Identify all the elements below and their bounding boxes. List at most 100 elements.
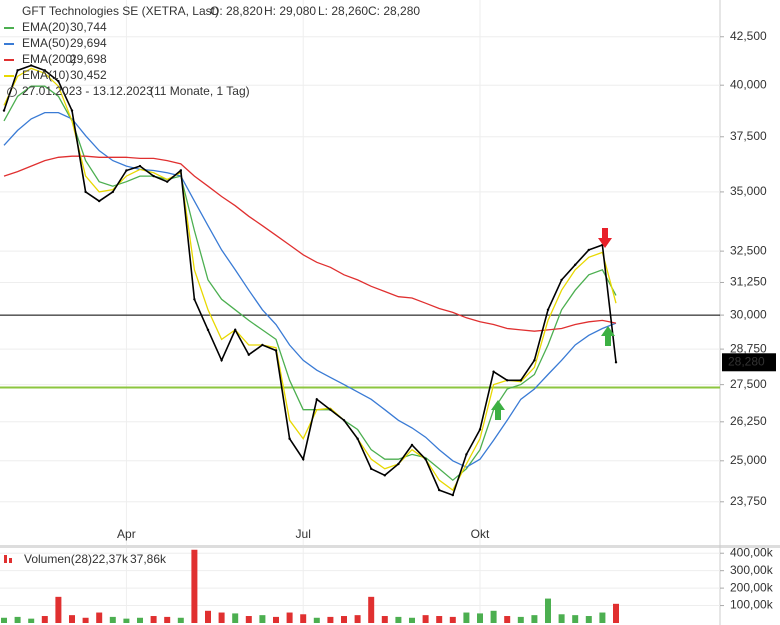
price-point	[261, 343, 264, 347]
price-point	[70, 109, 74, 112]
volume-bar	[273, 616, 279, 623]
price-tag	[722, 353, 776, 372]
legend-label: EMA(200)	[22, 52, 76, 66]
price-point	[315, 398, 318, 401]
volume-bar	[28, 618, 35, 623]
price-point	[533, 359, 536, 362]
price-point	[614, 361, 618, 364]
price-point	[478, 428, 482, 431]
volume-bar	[205, 610, 211, 623]
x-tick-label: Okt	[471, 527, 490, 541]
price-point	[247, 353, 250, 356]
volume-bar	[286, 612, 293, 623]
volume-bar	[558, 614, 565, 623]
volume-bar	[300, 614, 307, 623]
header-stat: L: 28,260	[318, 4, 368, 18]
volume-bar	[545, 598, 551, 623]
price-point	[179, 169, 182, 172]
price-point	[166, 180, 169, 183]
volume-bar	[82, 617, 89, 623]
volume-bar	[477, 613, 483, 623]
period: 27.01.2023 - 13.12.2023	[22, 84, 153, 98]
price-point	[465, 453, 468, 456]
volume-bar	[463, 612, 470, 623]
volume-bar	[41, 616, 48, 623]
ema-line	[3, 155, 617, 332]
volume-bar	[599, 612, 606, 623]
y-tick-label: 27,500	[730, 377, 767, 391]
volume-bar	[313, 617, 320, 623]
price-point	[397, 462, 400, 466]
y-tick-label: 400,00k	[730, 545, 774, 559]
buy-arrow	[491, 400, 505, 420]
price-point	[410, 443, 414, 447]
price-point	[302, 458, 305, 461]
volume-bar	[1, 617, 7, 623]
volume-title: Volumen(28)	[24, 552, 92, 566]
volume-bar	[613, 603, 619, 623]
price-point	[383, 474, 386, 477]
price-point	[16, 69, 19, 72]
volume-bar	[14, 616, 21, 623]
volume-bar	[409, 617, 415, 623]
y-tick-label: 42,500	[730, 29, 767, 43]
y-tick-label: 30,000	[730, 307, 767, 321]
volume-bar	[395, 616, 402, 623]
ema-line	[3, 85, 617, 482]
header-stat: O: 28,820	[210, 4, 263, 18]
legend-label: EMA(20)	[22, 20, 69, 34]
volume-bar	[164, 616, 171, 623]
price-point	[2, 109, 6, 112]
price-point	[152, 174, 155, 178]
y-tick-label: 32,500	[730, 243, 767, 257]
legend-value: 29,698	[70, 52, 107, 66]
header-stat: H: 29,080	[264, 4, 316, 18]
price-point	[138, 164, 142, 168]
price-point	[546, 308, 550, 311]
volume-bar	[517, 616, 524, 623]
volume-legend-value: 22,37k	[92, 552, 129, 566]
price-point	[342, 419, 346, 422]
price-point	[84, 190, 87, 194]
volume-bar	[354, 615, 361, 623]
volume-bar	[368, 596, 375, 623]
volume-bar	[191, 549, 198, 623]
y-tick-label: 200,00k	[730, 580, 774, 594]
price-point	[111, 190, 115, 194]
price-point	[43, 69, 46, 72]
y-tick-label: 26,250	[730, 414, 767, 428]
legend-value: 30,744	[70, 20, 107, 34]
legend-value: 30,452	[70, 68, 107, 82]
volume-bar	[218, 612, 225, 623]
price-point	[506, 379, 509, 382]
price-line	[3, 64, 617, 497]
volume-bar	[504, 616, 511, 623]
volume-icon	[9, 558, 12, 563]
volume-bar	[123, 618, 130, 623]
volume-bar	[449, 616, 456, 623]
legend-value: 29,694	[70, 36, 107, 50]
x-tick-label: Apr	[117, 527, 136, 541]
ema-line	[3, 111, 617, 468]
volume-bar	[177, 617, 184, 623]
price-point	[98, 199, 101, 203]
price-point	[30, 64, 33, 67]
y-tick-label: 28,750	[730, 341, 767, 355]
volume-icon	[4, 555, 7, 563]
volume-bar	[245, 616, 252, 623]
volume-bar	[55, 596, 62, 623]
clock-icon	[7, 87, 17, 97]
period-note: (11 Monate, 1 Tag)	[150, 84, 250, 98]
buy-arrow	[601, 326, 615, 346]
y-tick-label: 35,000	[730, 184, 767, 198]
volume-bar	[69, 615, 75, 623]
price-point	[492, 370, 495, 373]
volume-bar	[232, 613, 239, 623]
y-tick-label: 25,000	[730, 453, 767, 467]
price-point	[574, 263, 577, 266]
price-point	[206, 328, 210, 332]
price-point	[274, 349, 278, 352]
volume-bar	[109, 616, 116, 623]
